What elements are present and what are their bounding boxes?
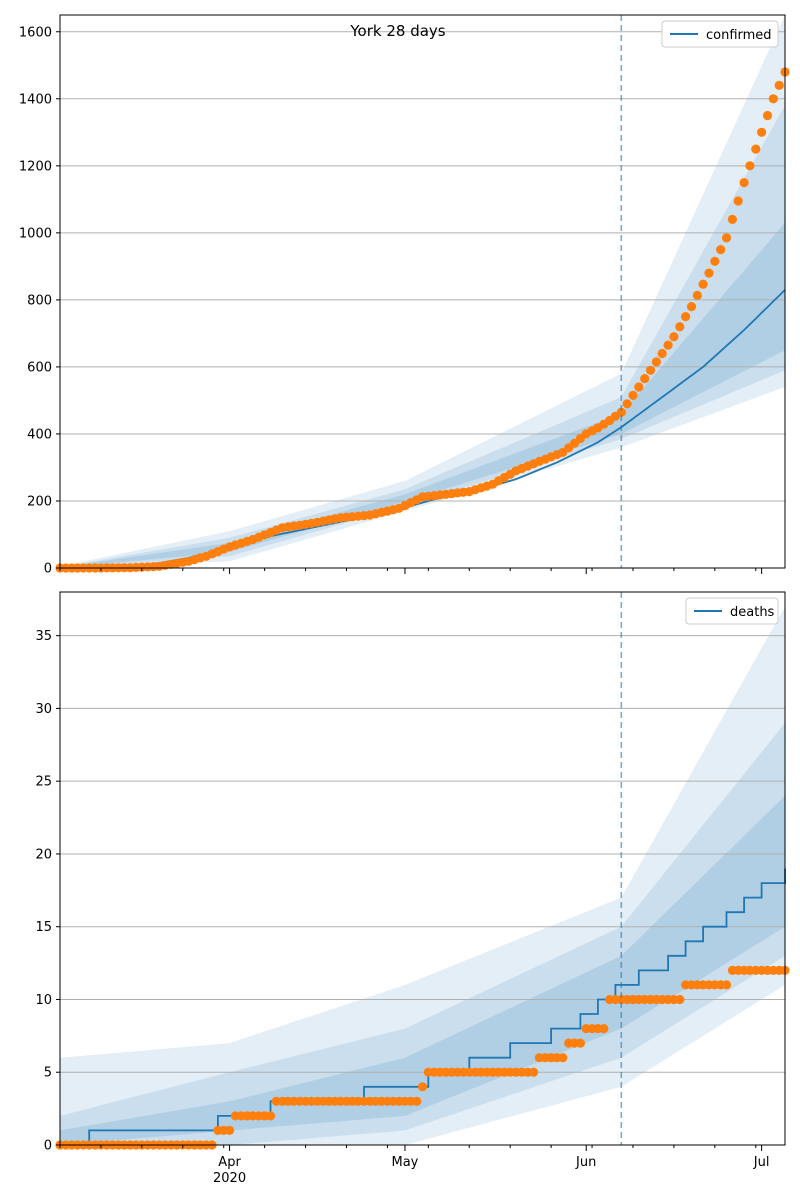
observed-point [751,144,761,154]
confirmed-x-axis [59,568,763,574]
observed-point [417,1082,428,1092]
observed-point [669,332,679,342]
observed-point [692,290,702,300]
legend-box [661,20,779,48]
x-tick-label: Jun [575,1155,596,1170]
observed-point [640,374,650,384]
observed-point [745,161,755,171]
observed-point [663,340,673,350]
deaths-legend: deaths [685,597,779,625]
deaths-y-axis: 0 5 10 15 20 25 30 35 [35,629,60,1154]
y-tick-label: 600 [27,360,52,375]
legend-box [685,597,779,625]
deaths-observed-points [55,965,790,1150]
observed-point [558,1053,568,1063]
observed-point [529,1067,539,1077]
y-tick-label: 1200 [19,159,52,174]
observed-point [599,1024,609,1034]
y-tick-label: 0 [44,562,52,577]
observed-point [739,178,749,188]
band-inner [60,222,785,569]
y-tick-label: 10 [35,993,52,1008]
observed-point [698,279,708,289]
confirmed-legend: confirmed [661,20,779,48]
y-tick-label: 200 [27,494,52,509]
deaths-plot-frame [59,591,786,1146]
observed-point [710,256,720,266]
legend-label-confirmed: confirmed [706,28,772,43]
y-tick-label: 15 [35,920,52,935]
observed-point [616,407,626,417]
observed-point [721,980,732,990]
x-tick-label: Apr [218,1155,241,1170]
observed-point [733,196,743,206]
confirmed-uncertainty-bands [60,15,785,569]
x-tick-label: May [392,1155,419,1170]
y-tick-label: 1000 [19,226,52,241]
observed-point [225,1125,235,1135]
observed-point [412,1096,422,1106]
y-tick-label: 20 [35,847,52,862]
chart-title: York 28 days [349,22,445,40]
confirmed-observed-points [55,67,790,573]
observed-point [645,365,656,375]
observed-point [727,214,738,224]
legend-label-deaths: deaths [730,605,775,620]
observed-point [265,1111,276,1121]
observed-point [622,399,632,409]
x-tick-label: Jul [753,1155,770,1170]
x-year-label: 2020 [213,1171,246,1186]
observed-point [721,233,732,243]
deaths-gridlines [60,635,785,1073]
observed-point [686,302,697,312]
confirmed-chart: 0 200 400 600 800 1000 1200 1400 1600 York 28 da… [19,14,790,577]
confirmed-plot-frame [59,14,786,569]
band-outer [60,15,785,568]
y-tick-label: 1600 [19,25,52,40]
y-tick-label: 0 [44,1139,52,1154]
observed-point [675,994,685,1005]
observed-point [681,312,691,322]
y-tick-label: 30 [35,702,52,717]
confirmed-y-axis: 0 200 400 600 800 1000 1200 1400 1600 [19,25,60,577]
observed-point [651,357,662,367]
observed-point [634,382,644,392]
band-outer [60,606,785,1145]
y-tick-label: 1400 [19,92,52,107]
y-tick-label: 35 [35,629,52,644]
observed-point [757,127,767,137]
y-tick-label: 25 [35,775,52,790]
observed-point [628,390,638,400]
observed-point [774,80,784,90]
observed-point [716,245,726,255]
observed-point [762,110,773,121]
observed-point [657,348,667,359]
observed-point [675,322,685,332]
observed-point [704,268,714,278]
band-middle [60,723,785,1145]
deaths-uncertainty-bands [60,606,785,1145]
y-tick-label: 400 [27,427,52,442]
observed-point [768,94,778,104]
y-tick-label: 800 [27,293,52,308]
observed-point [575,1038,586,1048]
y-tick-label: 5 [44,1066,52,1081]
